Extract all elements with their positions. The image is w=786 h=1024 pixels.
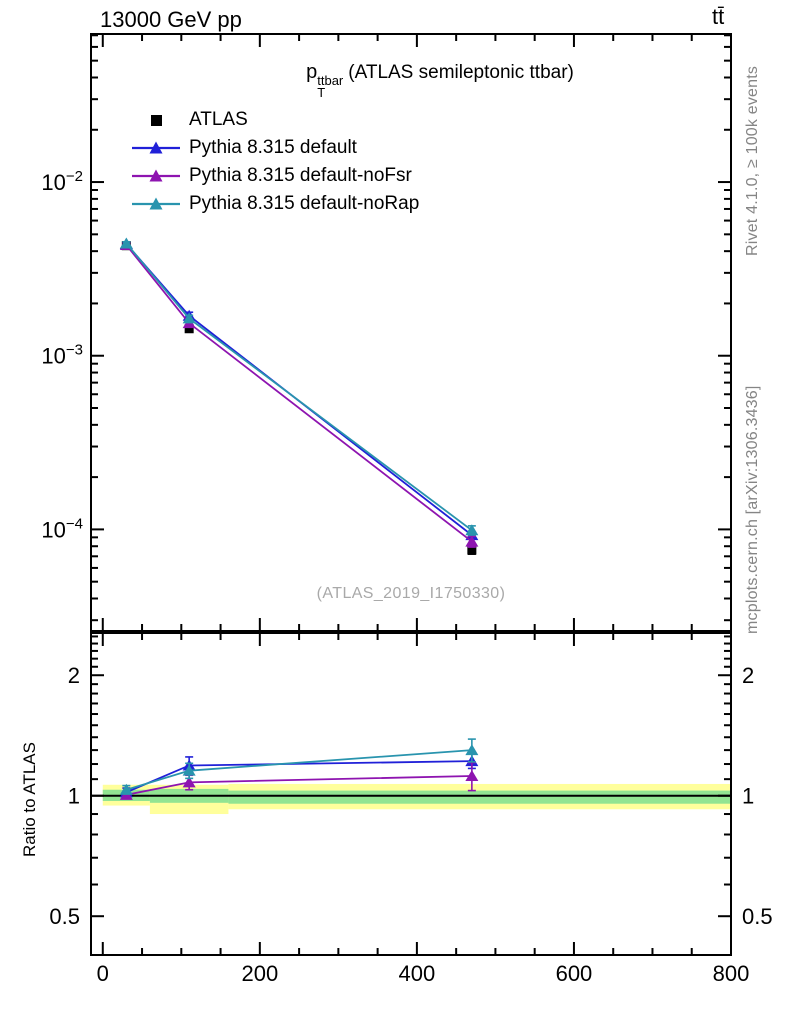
svg-text:10−2: 10−2 bbox=[41, 168, 83, 195]
mcplots-reference-note: mcplots.cern.ch [arXiv:1306.3436] bbox=[744, 385, 761, 634]
rivet-version-note: Rivet 4.1.0, ≥ 100k events bbox=[744, 65, 761, 256]
svg-text:10−3: 10−3 bbox=[41, 342, 83, 369]
panel-frames bbox=[90, 33, 732, 956]
svg-text:2: 2 bbox=[68, 663, 80, 688]
x-axis-ticks bbox=[101, 34, 732, 955]
ratio-series-pythia-8-315-default-nofsr bbox=[119, 761, 479, 800]
observable-title: p ttbar T (ATLAS semileptonic ttbar) bbox=[120, 61, 760, 99]
ratio-y-axis-tick-labels: 0.5 0.5 1 1 2 2 bbox=[49, 663, 772, 929]
svg-text:600: 600 bbox=[556, 961, 593, 986]
svg-text:0.5: 0.5 bbox=[49, 904, 80, 929]
svg-text:200: 200 bbox=[241, 961, 278, 986]
svg-text:1: 1 bbox=[68, 784, 80, 809]
legend: ATLAS Pythia 8.315 default Pythia 8.315 … bbox=[131, 106, 419, 218]
analysis-id-watermark: (ATLAS_2019_I1750330) bbox=[316, 585, 506, 602]
square-marker-icon bbox=[131, 112, 181, 128]
legend-item-atlas: ATLAS bbox=[131, 106, 419, 134]
line-triangle-marker-icon bbox=[131, 140, 181, 156]
svg-text:0.5: 0.5 bbox=[742, 904, 773, 929]
main-series-pythia-8-315-default-nofsr bbox=[119, 239, 479, 548]
legend-item-pythia-norap: Pythia 8.315 default-noRap bbox=[131, 190, 419, 218]
process-label: tt̄ bbox=[712, 4, 725, 29]
svg-text:10−4: 10−4 bbox=[41, 515, 83, 542]
svg-text:800: 800 bbox=[713, 961, 750, 986]
legend-label: Pythia 8.315 default-noFsr bbox=[189, 165, 412, 186]
svg-text:1: 1 bbox=[742, 784, 754, 809]
legend-label: ATLAS bbox=[189, 109, 248, 130]
ratio-y-axis-ticks bbox=[91, 635, 731, 956]
legend-item-pythia-nofsr: Pythia 8.315 default-noFsr bbox=[131, 162, 419, 190]
main-series-pythia-8-315-default-norap bbox=[119, 237, 479, 536]
line-triangle-marker-icon bbox=[131, 168, 181, 184]
legend-label: Pythia 8.315 default bbox=[189, 137, 357, 158]
ratio-uncertainty-bands bbox=[102, 783, 731, 815]
svg-text:0: 0 bbox=[97, 961, 109, 986]
svg-text:400: 400 bbox=[399, 961, 436, 986]
observable-description: (ATLAS semileptonic ttbar) bbox=[348, 62, 574, 83]
ratio-series-pythia-8-315-default-norap bbox=[119, 738, 479, 795]
legend-item-pythia-default: Pythia 8.315 default bbox=[131, 134, 419, 162]
main-series-atlas bbox=[121, 241, 477, 555]
svg-text:2: 2 bbox=[742, 663, 754, 688]
ratio-y-axis-title: Ratio to ATLAS bbox=[20, 742, 39, 857]
observable-superscript: ttbar bbox=[317, 73, 344, 88]
line-triangle-marker-icon bbox=[131, 196, 181, 212]
main-y-axis-ticks bbox=[91, 34, 731, 622]
legend-label: Pythia 8.315 default-noRap bbox=[189, 193, 420, 214]
beam-energy-label: 13000 GeV pp bbox=[100, 7, 242, 32]
main-y-axis-tick-labels: 10−2 10−3 10−4 bbox=[41, 168, 83, 542]
x-axis-tick-labels: 0 200 400 600 800 bbox=[97, 961, 750, 986]
observable-symbol: p ttbar T bbox=[306, 61, 344, 100]
observable-subscript: T bbox=[317, 85, 326, 100]
